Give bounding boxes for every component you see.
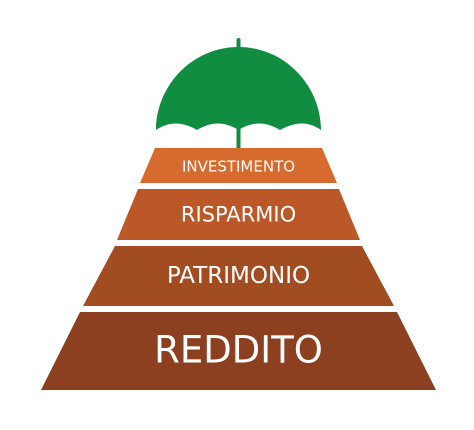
umbrella-shaft: [236, 128, 241, 148]
tier-investimento-label: INVESTIMENTO: [182, 158, 295, 176]
tier-reddito-shape: [41, 312, 436, 390]
umbrella-canopy: [156, 47, 321, 130]
tier-patrimonio: PATRIMONIO: [83, 246, 394, 306]
tier-investimento-shape: [140, 148, 337, 183]
tier-risparmio-shape: [117, 189, 360, 240]
tier-reddito-label: REDDITO: [154, 329, 323, 372]
tier-risparmio-label: RISPARMIO: [181, 203, 296, 227]
umbrella-icon: [156, 38, 321, 148]
tier-reddito: REDDITO: [41, 312, 436, 390]
tier-investimento: INVESTIMENTO: [140, 148, 337, 183]
umbrella-tip: [236, 38, 241, 50]
tier-patrimonio-shape: [83, 246, 394, 306]
tier-patrimonio-label: PATRIMONIO: [167, 263, 310, 289]
tier-risparmio: RISPARMIO: [117, 189, 360, 240]
